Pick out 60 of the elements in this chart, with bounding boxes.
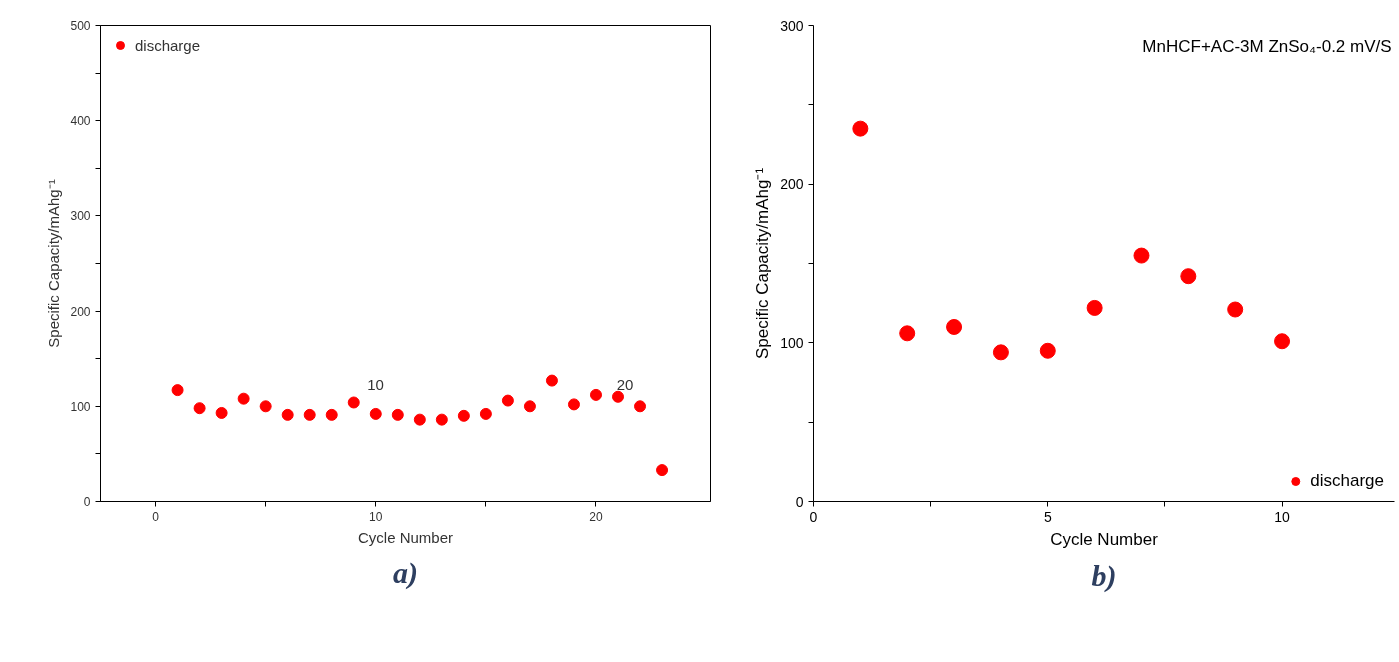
point bbox=[656, 464, 669, 477]
x-tick-label: 20 bbox=[589, 509, 603, 524]
point bbox=[899, 325, 916, 342]
point bbox=[992, 344, 1009, 361]
point bbox=[325, 408, 338, 421]
point bbox=[523, 400, 536, 413]
point bbox=[193, 402, 206, 415]
annotation: MnHCF+AC-3M ZnSo₄-0.2 mV/S bbox=[1142, 37, 1392, 57]
point bbox=[215, 406, 228, 419]
y-tick-label: 100 bbox=[780, 334, 804, 351]
point bbox=[281, 408, 294, 421]
annotation: 20 bbox=[616, 375, 634, 393]
x-tick-label: 10 bbox=[369, 509, 383, 524]
point bbox=[1227, 301, 1244, 318]
text: b) bbox=[1091, 558, 1117, 593]
point bbox=[567, 398, 580, 411]
y-tick-label: 0 bbox=[83, 495, 91, 509]
point bbox=[479, 407, 492, 420]
x-tick-label: 0 bbox=[809, 508, 818, 525]
y-tick-label: 400 bbox=[70, 114, 91, 129]
point bbox=[347, 396, 360, 409]
point bbox=[303, 408, 316, 421]
point bbox=[1133, 247, 1150, 264]
point bbox=[435, 413, 448, 426]
annotation: 10 bbox=[367, 375, 384, 393]
point bbox=[852, 120, 869, 137]
y-tick-label: 200 bbox=[70, 304, 91, 319]
point bbox=[171, 384, 184, 397]
text: a) bbox=[393, 555, 418, 590]
point bbox=[501, 394, 514, 407]
point bbox=[259, 400, 272, 413]
point bbox=[545, 374, 558, 387]
y-tick-label: 0 bbox=[795, 493, 804, 510]
x-axis-title: Cycle Number bbox=[357, 528, 454, 546]
point bbox=[612, 390, 625, 403]
point bbox=[237, 392, 250, 405]
x-tick-label: 10 bbox=[1274, 508, 1291, 525]
point bbox=[589, 388, 602, 401]
point bbox=[391, 408, 404, 421]
y-tick-label: 500 bbox=[70, 19, 91, 33]
y-tick-label: 300 bbox=[780, 17, 804, 34]
point bbox=[1274, 333, 1291, 350]
point bbox=[1086, 299, 1103, 316]
legend-label: discharge bbox=[135, 36, 201, 54]
y-tick-label: 300 bbox=[70, 209, 91, 224]
x-axis-title: Cycle Number bbox=[1050, 529, 1159, 549]
point bbox=[369, 407, 382, 420]
point bbox=[946, 318, 963, 335]
point bbox=[457, 409, 470, 422]
point bbox=[634, 400, 647, 413]
y-tick-label: 200 bbox=[780, 176, 804, 193]
point bbox=[1180, 268, 1197, 285]
x-tick-label: 5 bbox=[1043, 508, 1052, 525]
y-axis-title: Specific Capacity/mAhg⁻¹ bbox=[45, 179, 63, 348]
y-tick-label: 100 bbox=[70, 399, 91, 414]
point bbox=[413, 413, 426, 426]
y-axis-title: Specific Capacity/mAhg⁻¹ bbox=[753, 167, 773, 360]
x-tick-label: 0 bbox=[152, 509, 160, 524]
point bbox=[1039, 342, 1056, 359]
legend-label: discharge bbox=[1310, 471, 1384, 491]
